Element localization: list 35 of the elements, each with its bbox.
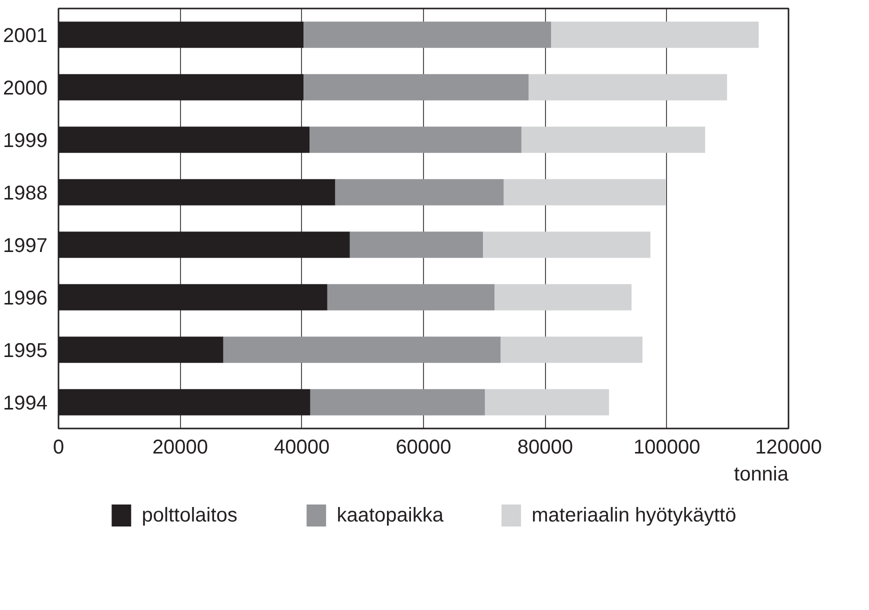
bar bbox=[528, 74, 728, 100]
bar bbox=[223, 336, 501, 363]
x-tick-label: 40000 bbox=[274, 436, 330, 458]
y-tick-label: 1996 bbox=[3, 287, 48, 310]
bar bbox=[483, 232, 650, 258]
x-axis-title: tonnia bbox=[734, 464, 790, 486]
bar bbox=[521, 126, 706, 153]
bar bbox=[304, 74, 529, 100]
bar bbox=[500, 336, 642, 363]
bar bbox=[310, 389, 485, 416]
legend-label: materiaalin hyötykäyttö bbox=[532, 504, 736, 526]
x-tick-label: 20000 bbox=[152, 436, 208, 458]
y-tick-label: 2001 bbox=[3, 24, 48, 47]
x-tick-label: 60000 bbox=[396, 436, 452, 458]
x-tick-label: 80000 bbox=[517, 436, 573, 458]
bar bbox=[551, 22, 759, 48]
y-tick-label: 1995 bbox=[3, 340, 48, 362]
y-tick-label: 1994 bbox=[3, 392, 48, 414]
bar bbox=[327, 284, 495, 310]
x-tick-label: 120000 bbox=[755, 436, 822, 458]
bar bbox=[494, 284, 632, 310]
y-tick-label: 2000 bbox=[3, 77, 48, 100]
x-tick-label: 100000 bbox=[633, 436, 700, 458]
bar bbox=[504, 179, 666, 206]
x-tick-label: 0 bbox=[52, 436, 64, 458]
y-tick-label: 1999 bbox=[3, 130, 48, 152]
legend-label: kaatopaikka bbox=[336, 504, 444, 526]
bar bbox=[310, 126, 522, 153]
bar bbox=[484, 389, 610, 416]
y-tick-label: 1997 bbox=[3, 234, 48, 257]
y-tick-label: 1988 bbox=[3, 182, 48, 204]
bar bbox=[335, 179, 504, 206]
legend-label: polttolaitos bbox=[142, 504, 238, 526]
bar bbox=[350, 232, 484, 258]
bar bbox=[304, 22, 552, 48]
